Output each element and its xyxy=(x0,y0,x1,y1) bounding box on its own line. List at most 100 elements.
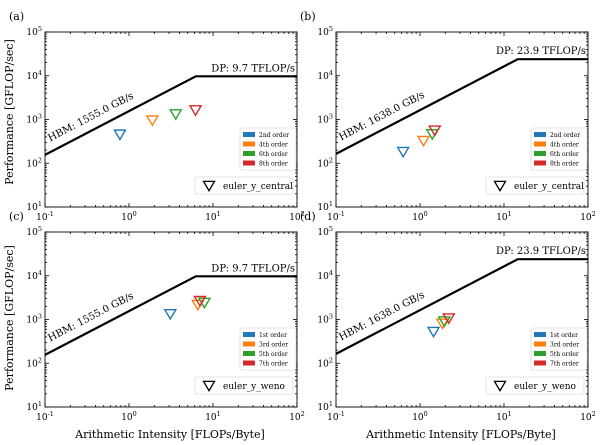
peak-label: DP: 23.9 TFLOP/s xyxy=(496,246,586,257)
y-tick-label: 104 xyxy=(26,269,42,282)
y-tick-label: 103 xyxy=(26,113,42,126)
kernel-legend-marker xyxy=(493,380,507,393)
axes-frame xyxy=(335,231,589,408)
series-legend-box xyxy=(239,127,297,171)
x-tick-label: 10-1 xyxy=(36,210,54,223)
y-tick-label: 104 xyxy=(26,69,42,82)
peak-label: DP: 23.9 TFLOP/s xyxy=(496,46,586,57)
x-tick-label: 10-1 xyxy=(36,410,54,423)
kernel-legend-label: euler_y_central xyxy=(514,182,584,192)
x-tick-label: 10-1 xyxy=(327,410,345,423)
y-tick-label: 101 xyxy=(26,200,42,213)
peak-label: DP: 9.7 TFLOP/s xyxy=(211,63,295,74)
legend-label: 5th order xyxy=(259,351,288,358)
data-point-marker xyxy=(113,129,127,141)
y-tick-label: 103 xyxy=(317,313,333,326)
roofline xyxy=(44,275,297,356)
y-tick-label: 104 xyxy=(317,69,333,82)
panel-label: (a) xyxy=(9,10,24,23)
x-tick-label: 102 xyxy=(289,210,305,223)
x-tick-label: 100 xyxy=(412,210,428,223)
x-tick-label: 101 xyxy=(205,210,221,223)
axes-frame xyxy=(335,31,589,208)
x-tick-label: 101 xyxy=(205,410,221,423)
legend-swatch xyxy=(534,151,546,156)
legend-label: 8th order xyxy=(259,161,288,168)
kernel-legend-box xyxy=(485,176,585,195)
data-point-marker xyxy=(145,115,160,127)
x-tick-label: 10-1 xyxy=(327,210,345,223)
y-tick-label: 103 xyxy=(317,113,333,126)
legend-swatch xyxy=(243,332,255,337)
legend-label: 4th order xyxy=(550,142,579,149)
x-axis-label-left: Arithmetic Intensity [FLOPs/Byte] xyxy=(74,428,265,441)
x-tick-label: 102 xyxy=(580,210,596,223)
x-tick-label: 100 xyxy=(412,410,428,423)
legend-label: 6th order xyxy=(259,151,288,158)
legend-label: 6th order xyxy=(550,151,579,158)
data-point-marker xyxy=(428,125,442,137)
legend-label: 3rd order xyxy=(259,342,288,349)
roofline xyxy=(335,258,588,355)
legend-label: 2nd order xyxy=(259,132,289,139)
bandwidth-label: HBM: 1638.0 GB/s xyxy=(337,90,426,144)
data-point-marker xyxy=(163,308,177,321)
legend-swatch xyxy=(243,160,255,166)
roofline xyxy=(44,75,297,156)
y-axis-label-top: Performance [GFLOP/sec] xyxy=(3,39,16,185)
roofline xyxy=(335,58,588,155)
legend-label: 7th order xyxy=(259,361,288,368)
legend-label: 2nd order xyxy=(550,132,580,139)
legend-label: 8th order xyxy=(550,161,579,168)
y-tick-label: 103 xyxy=(26,313,42,326)
x-tick-label: 100 xyxy=(121,410,137,423)
y-tick-label: 101 xyxy=(317,200,333,213)
kernel-legend-box xyxy=(194,376,294,395)
y-tick-label: 101 xyxy=(26,400,42,413)
legend-swatch xyxy=(534,160,546,166)
y-tick-label: 102 xyxy=(317,356,333,369)
legend-label: 3rd order xyxy=(550,342,579,349)
kernel-legend-label: euler_y_weno xyxy=(514,382,576,392)
legend-swatch xyxy=(534,341,546,347)
data-point-marker xyxy=(193,295,207,308)
legend-swatch xyxy=(534,351,546,356)
kernel-legend-marker xyxy=(202,180,216,193)
data-point-marker xyxy=(442,313,456,325)
kernel-legend-label: euler_y_central xyxy=(223,182,293,192)
chart-panel: (b) 10-1 100 101 102 101 102 103 104 105 HBM: 1638… xyxy=(300,10,596,223)
legend-swatch xyxy=(534,141,546,147)
bandwidth-label: HBM: 1555.0 GB/s xyxy=(46,291,135,345)
y-tick-label: 102 xyxy=(26,156,42,169)
x-tick-label: 102 xyxy=(289,410,305,423)
data-point-marker xyxy=(416,135,431,148)
data-point-marker xyxy=(426,326,441,339)
data-point-marker xyxy=(188,105,203,117)
legend-label: 1st order xyxy=(550,332,578,339)
kernel-legend-marker xyxy=(493,180,507,193)
y-tick-label: 102 xyxy=(317,156,333,169)
axes-frame xyxy=(44,231,298,408)
series-legend-box xyxy=(530,127,588,171)
legend-swatch xyxy=(534,132,546,137)
y-tick-label: 104 xyxy=(317,269,333,282)
y-axis-label-bottom: Performance [GFLOP/sec] xyxy=(3,245,16,391)
data-point-marker xyxy=(396,146,410,159)
legend-label: 5th order xyxy=(550,351,579,358)
legend-swatch xyxy=(243,141,255,147)
x-tick-label: 101 xyxy=(496,410,512,423)
legend-label: 4th order xyxy=(259,142,288,149)
y-tick-label: 105 xyxy=(26,225,42,238)
x-tick-label: 102 xyxy=(580,410,596,423)
chart-panel: (c) 10-1 100 101 102 101 102 103 104 105 HBM: 1555… xyxy=(9,210,305,423)
panel-label: (d) xyxy=(300,210,316,223)
legend-swatch xyxy=(243,360,255,366)
x-tick-label: 101 xyxy=(496,210,512,223)
y-tick-label: 105 xyxy=(317,225,333,238)
legend-swatch xyxy=(243,341,255,347)
legend-label: 7th order xyxy=(550,361,579,368)
legend-swatch xyxy=(534,360,546,366)
chart-panel: (d) 10-1 100 101 102 101 102 103 104 105 HBM: 1638… xyxy=(300,210,596,423)
